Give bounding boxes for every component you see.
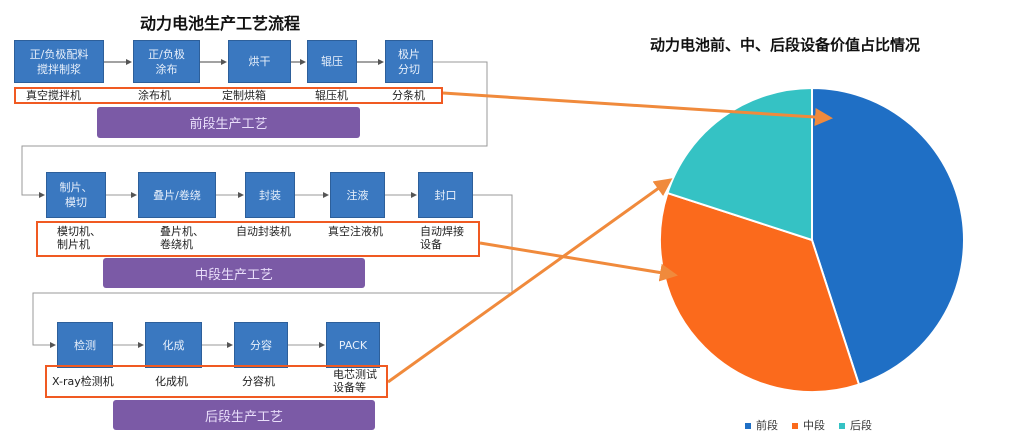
equipment-label: 分容机 [242,375,275,388]
step-box: 极片 分切 [385,40,433,83]
flow-connector-1 [21,61,488,198]
back-to-pie-arrow [387,178,673,384]
equipment-label: 自动封装机 [236,225,291,238]
equipment-label: 叠片机、 卷绕机 [160,225,204,251]
equipment-label: 涂布机 [138,89,171,102]
pie-slice-中段 [659,191,861,393]
middle-phase-label: 中段生产工艺 [103,258,365,288]
back-phase-label: 后段生产工艺 [113,400,375,430]
middle-to-pie-arrow [479,241,678,282]
chart-legend: 前段 中段 后段 [745,417,872,433]
step-box: 注液 [330,172,385,218]
step-box: 烘干 [228,40,291,83]
legend-item: 后段 [839,417,872,433]
step-box: 封口 [418,172,473,218]
pie-slice-前段 [811,86,965,386]
legend-swatch [792,423,798,429]
pie-chart [659,86,965,393]
step-box: PACK [326,322,380,368]
step-box: 叠片/卷绕 [138,172,216,218]
legend-swatch [745,423,751,429]
equipment-label: 电芯测试 设备等 [333,368,377,394]
equipment-label: 辊压机 [315,89,348,102]
flow-connector-2 [32,194,513,348]
legend-swatch [839,423,845,429]
equipment-label: 化成机 [155,375,188,388]
step-box: 辊压 [307,40,357,83]
flow-title: 动力电池生产工艺流程 [140,14,301,33]
middle-equipment-highlight [36,221,480,257]
equipment-label: 模切机、 制片机 [57,225,101,251]
equipment-label: 自动焊接 设备 [420,225,464,251]
step-box: 封装 [245,172,295,218]
front-to-pie-arrow [442,91,833,127]
equipment-label: 真空注液机 [328,225,383,238]
step-box: 制片、 模切 [46,172,106,218]
legend-item: 中段 [792,417,825,433]
equipment-label: 真空搅拌机 [26,89,81,102]
front-phase-label: 前段生产工艺 [97,107,360,138]
pie-slice-后段 [666,86,813,242]
equipment-label: 定制烘箱 [222,89,266,102]
step-box: 正/负极配料 搅拌制浆 [14,40,104,83]
equipment-label: X-ray检测机 [52,375,114,388]
equipment-label: 分条机 [392,89,425,102]
step-box: 正/负极 涂布 [133,40,200,83]
legend-item: 前段 [745,417,778,433]
step-box: 化成 [145,322,202,368]
front-equipment-highlight [14,87,443,104]
chart-title: 动力电池前、中、后段设备价值占比情况 [650,36,921,54]
step-box: 检测 [57,322,113,368]
step-box: 分容 [234,322,288,368]
back-equipment-highlight [45,365,388,398]
